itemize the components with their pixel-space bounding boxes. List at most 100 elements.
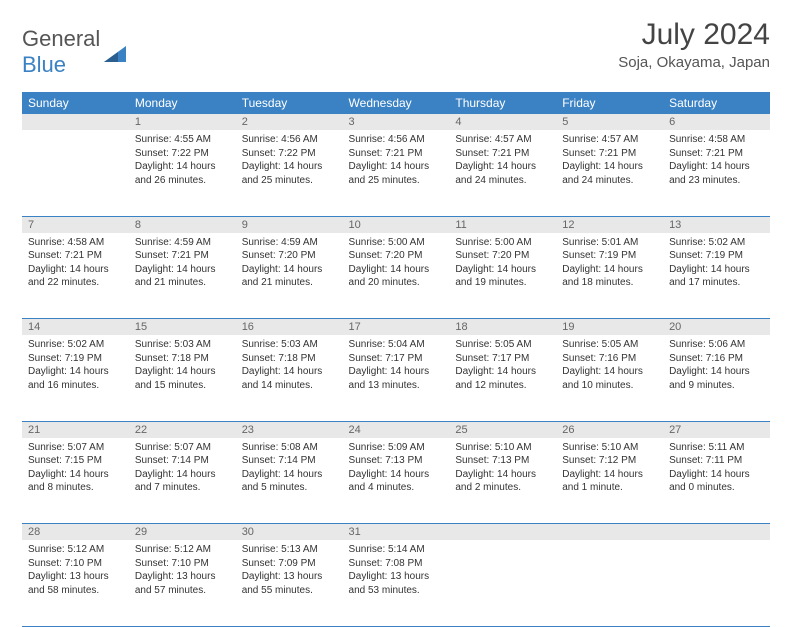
day-number-row: 28293031 bbox=[22, 524, 770, 541]
logo-word-2: Blue bbox=[22, 52, 66, 77]
header: General Blue July 2024 Soja, Okayama, Ja… bbox=[22, 18, 770, 78]
month-title: July 2024 bbox=[618, 18, 770, 52]
day-cell: Sunrise: 5:03 AMSunset: 7:18 PMDaylight:… bbox=[236, 335, 343, 421]
day-cell: Sunrise: 5:01 AMSunset: 7:19 PMDaylight:… bbox=[556, 233, 663, 319]
day-cell bbox=[556, 540, 663, 626]
day-number-cell: 18 bbox=[449, 319, 556, 336]
day-cell: Sunrise: 5:10 AMSunset: 7:13 PMDaylight:… bbox=[449, 438, 556, 524]
day-number-cell: 27 bbox=[663, 421, 770, 438]
day-number-row: 21222324252627 bbox=[22, 421, 770, 438]
weekday-header: Monday bbox=[129, 92, 236, 114]
day-number-cell: 30 bbox=[236, 524, 343, 541]
day-details: Sunrise: 5:12 AMSunset: 7:10 PMDaylight:… bbox=[129, 540, 236, 603]
day-cell: Sunrise: 5:02 AMSunset: 7:19 PMDaylight:… bbox=[22, 335, 129, 421]
day-number: 9 bbox=[236, 217, 343, 233]
day-number-cell: 19 bbox=[556, 319, 663, 336]
day-cell: Sunrise: 5:10 AMSunset: 7:12 PMDaylight:… bbox=[556, 438, 663, 524]
day-number: 23 bbox=[236, 422, 343, 438]
logo-word-1: General bbox=[22, 26, 100, 51]
weekday-header: Wednesday bbox=[343, 92, 450, 114]
day-details: Sunrise: 5:01 AMSunset: 7:19 PMDaylight:… bbox=[556, 233, 663, 296]
day-details: Sunrise: 5:13 AMSunset: 7:09 PMDaylight:… bbox=[236, 540, 343, 603]
day-number-row: 78910111213 bbox=[22, 216, 770, 233]
day-number-cell: 24 bbox=[343, 421, 450, 438]
day-number-cell: 16 bbox=[236, 319, 343, 336]
day-details: Sunrise: 5:02 AMSunset: 7:19 PMDaylight:… bbox=[22, 335, 129, 398]
day-cell: Sunrise: 4:59 AMSunset: 7:21 PMDaylight:… bbox=[129, 233, 236, 319]
day-cell: Sunrise: 4:59 AMSunset: 7:20 PMDaylight:… bbox=[236, 233, 343, 319]
day-details: Sunrise: 4:56 AMSunset: 7:21 PMDaylight:… bbox=[343, 130, 450, 193]
weekday-header: Sunday bbox=[22, 92, 129, 114]
day-number-cell: 21 bbox=[22, 421, 129, 438]
day-details: Sunrise: 5:04 AMSunset: 7:17 PMDaylight:… bbox=[343, 335, 450, 398]
logo-text: General Blue bbox=[22, 26, 100, 78]
day-content-row: Sunrise: 4:58 AMSunset: 7:21 PMDaylight:… bbox=[22, 233, 770, 319]
day-number-cell: 20 bbox=[663, 319, 770, 336]
day-number: 11 bbox=[449, 217, 556, 233]
day-cell: Sunrise: 4:58 AMSunset: 7:21 PMDaylight:… bbox=[663, 130, 770, 216]
day-cell: Sunrise: 5:12 AMSunset: 7:10 PMDaylight:… bbox=[22, 540, 129, 626]
day-number: 17 bbox=[343, 319, 450, 335]
day-number: 2 bbox=[236, 114, 343, 130]
day-number-cell: 31 bbox=[343, 524, 450, 541]
day-number: 22 bbox=[129, 422, 236, 438]
day-number: 20 bbox=[663, 319, 770, 335]
day-number-cell: 10 bbox=[343, 216, 450, 233]
day-cell: Sunrise: 5:00 AMSunset: 7:20 PMDaylight:… bbox=[343, 233, 450, 319]
day-content-row: Sunrise: 4:55 AMSunset: 7:22 PMDaylight:… bbox=[22, 130, 770, 216]
day-cell: Sunrise: 4:57 AMSunset: 7:21 PMDaylight:… bbox=[556, 130, 663, 216]
day-number: 26 bbox=[556, 422, 663, 438]
calendar-body: 123456Sunrise: 4:55 AMSunset: 7:22 PMDay… bbox=[22, 114, 770, 626]
day-cell: Sunrise: 5:07 AMSunset: 7:15 PMDaylight:… bbox=[22, 438, 129, 524]
day-details: Sunrise: 5:05 AMSunset: 7:16 PMDaylight:… bbox=[556, 335, 663, 398]
day-cell: Sunrise: 4:56 AMSunset: 7:21 PMDaylight:… bbox=[343, 130, 450, 216]
day-details: Sunrise: 5:05 AMSunset: 7:17 PMDaylight:… bbox=[449, 335, 556, 398]
day-details: Sunrise: 5:08 AMSunset: 7:14 PMDaylight:… bbox=[236, 438, 343, 501]
day-cell: Sunrise: 5:00 AMSunset: 7:20 PMDaylight:… bbox=[449, 233, 556, 319]
day-cell: Sunrise: 4:57 AMSunset: 7:21 PMDaylight:… bbox=[449, 130, 556, 216]
day-cell: Sunrise: 5:05 AMSunset: 7:17 PMDaylight:… bbox=[449, 335, 556, 421]
day-number: 21 bbox=[22, 422, 129, 438]
day-number: 6 bbox=[663, 114, 770, 130]
day-number: 4 bbox=[449, 114, 556, 130]
day-details: Sunrise: 4:57 AMSunset: 7:21 PMDaylight:… bbox=[556, 130, 663, 193]
day-details: Sunrise: 5:07 AMSunset: 7:15 PMDaylight:… bbox=[22, 438, 129, 501]
day-cell: Sunrise: 4:56 AMSunset: 7:22 PMDaylight:… bbox=[236, 130, 343, 216]
day-number: 12 bbox=[556, 217, 663, 233]
calendar-table: SundayMondayTuesdayWednesdayThursdayFrid… bbox=[22, 92, 770, 627]
day-number-cell: 2 bbox=[236, 114, 343, 130]
day-details: Sunrise: 5:10 AMSunset: 7:13 PMDaylight:… bbox=[449, 438, 556, 501]
day-details: Sunrise: 4:58 AMSunset: 7:21 PMDaylight:… bbox=[663, 130, 770, 193]
day-number: 24 bbox=[343, 422, 450, 438]
day-cell: Sunrise: 5:14 AMSunset: 7:08 PMDaylight:… bbox=[343, 540, 450, 626]
day-number: 8 bbox=[129, 217, 236, 233]
location: Soja, Okayama, Japan bbox=[618, 54, 770, 71]
day-number: 14 bbox=[22, 319, 129, 335]
day-cell: Sunrise: 5:11 AMSunset: 7:11 PMDaylight:… bbox=[663, 438, 770, 524]
day-details: Sunrise: 5:11 AMSunset: 7:11 PMDaylight:… bbox=[663, 438, 770, 501]
day-number-cell bbox=[556, 524, 663, 541]
day-cell: Sunrise: 5:13 AMSunset: 7:09 PMDaylight:… bbox=[236, 540, 343, 626]
day-details: Sunrise: 4:56 AMSunset: 7:22 PMDaylight:… bbox=[236, 130, 343, 193]
day-number: 13 bbox=[663, 217, 770, 233]
day-number-cell: 9 bbox=[236, 216, 343, 233]
day-cell: Sunrise: 5:07 AMSunset: 7:14 PMDaylight:… bbox=[129, 438, 236, 524]
day-number-cell: 17 bbox=[343, 319, 450, 336]
day-number-cell: 14 bbox=[22, 319, 129, 336]
day-number: 16 bbox=[236, 319, 343, 335]
day-cell: Sunrise: 5:06 AMSunset: 7:16 PMDaylight:… bbox=[663, 335, 770, 421]
day-details: Sunrise: 4:57 AMSunset: 7:21 PMDaylight:… bbox=[449, 130, 556, 193]
day-number: 18 bbox=[449, 319, 556, 335]
day-cell bbox=[663, 540, 770, 626]
day-number-cell bbox=[449, 524, 556, 541]
day-number-cell: 13 bbox=[663, 216, 770, 233]
day-number-cell: 28 bbox=[22, 524, 129, 541]
day-details: Sunrise: 4:59 AMSunset: 7:21 PMDaylight:… bbox=[129, 233, 236, 296]
day-details: Sunrise: 5:12 AMSunset: 7:10 PMDaylight:… bbox=[22, 540, 129, 603]
day-number-cell bbox=[22, 114, 129, 130]
day-details: Sunrise: 5:14 AMSunset: 7:08 PMDaylight:… bbox=[343, 540, 450, 603]
day-cell: Sunrise: 5:03 AMSunset: 7:18 PMDaylight:… bbox=[129, 335, 236, 421]
day-cell: Sunrise: 5:02 AMSunset: 7:19 PMDaylight:… bbox=[663, 233, 770, 319]
day-details: Sunrise: 4:55 AMSunset: 7:22 PMDaylight:… bbox=[129, 130, 236, 193]
day-cell: Sunrise: 5:08 AMSunset: 7:14 PMDaylight:… bbox=[236, 438, 343, 524]
